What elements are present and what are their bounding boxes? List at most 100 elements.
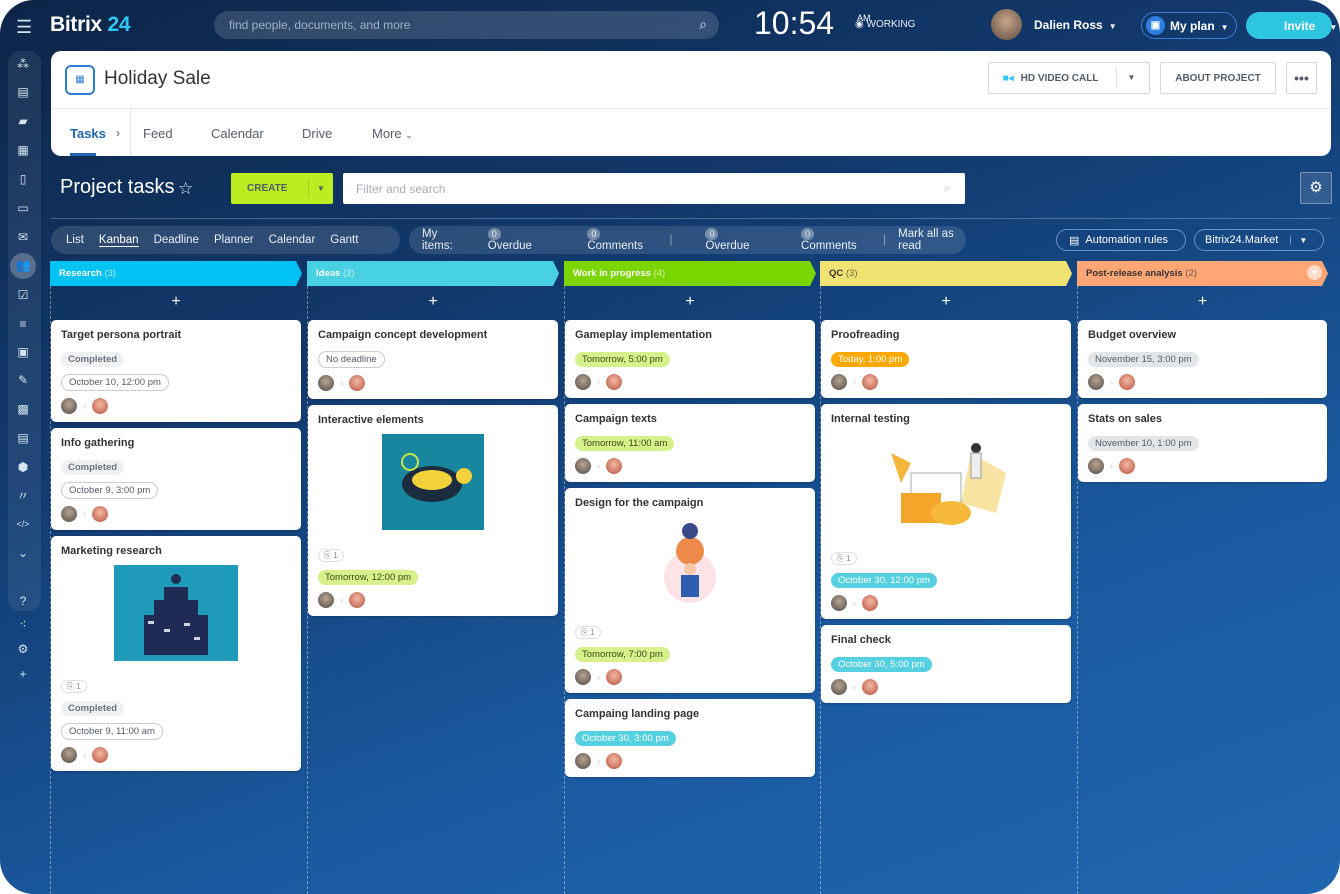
deadline-badge[interactable]: Tomorrow, 5:00 pm bbox=[575, 352, 670, 367]
tasks-icon[interactable]: ☑ bbox=[17, 288, 29, 302]
deadline-badge[interactable]: October 9, 11:00 am bbox=[61, 723, 163, 740]
flow-icon[interactable]: ⁂ bbox=[17, 57, 29, 71]
deadline-badge[interactable]: Tomorrow, 7:00 pm bbox=[575, 647, 670, 662]
add-task-icon[interactable]: + bbox=[1197, 293, 1208, 310]
creator-avatar[interactable] bbox=[318, 375, 334, 391]
user-avatar[interactable] bbox=[991, 9, 1022, 40]
more-icon[interactable]: ⌄ bbox=[17, 546, 29, 560]
creator-avatar[interactable] bbox=[575, 669, 591, 685]
responsible-avatar[interactable] bbox=[92, 506, 108, 522]
task-card[interactable]: Campaing landing page October 30, 3:00 pm… bbox=[565, 699, 815, 777]
filter-search-input[interactable]: Filter and search ⌕ bbox=[343, 173, 965, 204]
responsible-avatar[interactable] bbox=[1119, 458, 1135, 474]
comments-counter[interactable]: 0Comments bbox=[572, 228, 657, 252]
task-card[interactable]: Target persona portrait Completed October … bbox=[51, 320, 301, 422]
responsible-avatar[interactable] bbox=[1119, 374, 1135, 390]
view-list[interactable]: List bbox=[66, 234, 84, 246]
creator-avatar[interactable] bbox=[831, 374, 847, 390]
task-title[interactable]: Proofreading bbox=[831, 329, 900, 341]
task-title[interactable]: Budget overview bbox=[1088, 329, 1177, 341]
responsible-avatar[interactable] bbox=[92, 747, 108, 763]
task-title[interactable]: Internal testing bbox=[831, 413, 910, 425]
responsible-avatar[interactable] bbox=[606, 458, 622, 474]
task-card[interactable]: Gameplay implementation Tomorrow, 5:00 pm… bbox=[565, 320, 815, 398]
my-plan-button[interactable]: ▣ My plan ▼ bbox=[1141, 12, 1237, 39]
task-card[interactable]: Campaign concept development No deadline › bbox=[308, 320, 558, 399]
column-header-qc[interactable]: QC (3) bbox=[820, 261, 1072, 286]
contacts-icon[interactable]: ▩ bbox=[17, 402, 29, 416]
sites-icon[interactable]: ▣ bbox=[17, 345, 29, 359]
mark-all-read-link[interactable]: Mark all as read bbox=[898, 228, 954, 252]
deadline-badge[interactable]: November 10, 1:00 pm bbox=[1088, 436, 1199, 451]
drive-icon[interactable]: ▭ bbox=[17, 201, 29, 215]
overdue-counter[interactable]: 0Overdue bbox=[473, 228, 549, 252]
creator-avatar[interactable] bbox=[575, 753, 591, 769]
store-icon[interactable]: ⬢ bbox=[17, 460, 29, 474]
attachment-count[interactable]: ⎘ 1 bbox=[61, 680, 87, 693]
task-card[interactable]: Proofreading Today, 1:00 pm › bbox=[821, 320, 1071, 398]
task-title[interactable]: Target persona portrait bbox=[61, 329, 182, 341]
logo[interactable]: Bitrix 24 bbox=[50, 13, 131, 37]
view-gantt[interactable]: Gantt bbox=[330, 234, 359, 246]
view-kanban[interactable]: Kanban bbox=[98, 233, 139, 247]
groups-icon[interactable]: 👥 bbox=[10, 253, 36, 279]
creator-avatar[interactable] bbox=[575, 458, 591, 474]
deadline-badge[interactable]: October 30, 3:00 pm bbox=[575, 731, 676, 746]
crm-filter-icon[interactable]: ≡ bbox=[19, 317, 27, 331]
chat-icon[interactable]: ▰ bbox=[18, 114, 28, 128]
deadline-badge[interactable]: October 30, 12:00 pm bbox=[831, 573, 937, 588]
menu-icon[interactable]: ☰ bbox=[16, 17, 33, 37]
task-card[interactable]: Design for the campaign ⎘ 1 Tomorrow, 7:00… bbox=[565, 488, 815, 693]
overdue-counter[interactable]: 0Overdue bbox=[690, 228, 766, 252]
user-menu[interactable]: Dalien Ross ▼ bbox=[1034, 18, 1117, 32]
task-title[interactable]: Campaign texts bbox=[575, 413, 657, 425]
global-search-input[interactable]: find people, documents, and more ⌕ bbox=[214, 11, 719, 39]
deadline-badge[interactable]: No deadline bbox=[318, 351, 385, 368]
add-task-icon[interactable]: + bbox=[171, 293, 181, 310]
responsible-avatar[interactable] bbox=[862, 595, 878, 611]
add-task-icon[interactable]: + bbox=[685, 293, 695, 310]
search-icon[interactable]: ⌕ bbox=[943, 180, 951, 195]
creator-avatar[interactable] bbox=[1088, 374, 1104, 390]
creator-avatar[interactable] bbox=[831, 679, 847, 695]
tab-more[interactable]: More ⌄ bbox=[372, 126, 413, 141]
tab-feed[interactable]: Feed bbox=[143, 126, 173, 141]
tab-calendar[interactable]: Calendar bbox=[211, 126, 264, 141]
about-project-button[interactable]: ABOUT PROJECT bbox=[1160, 62, 1276, 94]
responsible-avatar[interactable] bbox=[606, 374, 622, 390]
deadline-badge[interactable]: October 10, 12:00 pm bbox=[61, 374, 169, 391]
add-task-icon[interactable]: + bbox=[428, 293, 438, 310]
settings-gear-icon[interactable]: ⚙ bbox=[1300, 172, 1332, 204]
task-card[interactable]: Internal testing ⎘ 1 October 30, 12:00 pm › bbox=[821, 404, 1071, 619]
column-header-post-release-analysis[interactable]: Post-release analysis (2) + bbox=[1077, 261, 1328, 286]
add-column-icon[interactable]: + bbox=[1307, 265, 1322, 280]
task-title[interactable]: Campaing landing page bbox=[575, 708, 700, 720]
task-card[interactable]: Campaign texts Tomorrow, 11:00 am › bbox=[565, 404, 815, 482]
settings-icon[interactable]: ⚙ bbox=[17, 642, 29, 656]
chevron-down-icon[interactable]: ▼ bbox=[308, 179, 333, 198]
automation-rules-button[interactable]: ▤ Automation rules bbox=[1056, 229, 1186, 251]
attachment-count[interactable]: ⎘ 1 bbox=[318, 549, 344, 562]
responsible-avatar[interactable] bbox=[349, 375, 365, 391]
more-options-icon[interactable]: ••• bbox=[1286, 62, 1317, 94]
create-button[interactable]: CREATE ▼ bbox=[231, 173, 333, 204]
attachment-count[interactable]: ⎘ 1 bbox=[575, 626, 601, 639]
deadline-badge[interactable]: October 30, 5:00 pm bbox=[831, 657, 932, 672]
attachment-count[interactable]: ⎘ 1 bbox=[831, 552, 857, 565]
chevron-down-icon[interactable]: ▼ bbox=[1290, 235, 1307, 245]
task-title[interactable]: Stats on sales bbox=[1088, 413, 1162, 425]
market-button[interactable]: Bitrix24.Market ▼ bbox=[1194, 229, 1324, 251]
developer-icon[interactable]: </> bbox=[16, 519, 30, 529]
creator-avatar[interactable] bbox=[575, 374, 591, 390]
calendar-icon[interactable]: ▦ bbox=[17, 143, 29, 157]
deadline-badge[interactable]: October 9, 3:00 pm bbox=[61, 482, 159, 499]
news-icon[interactable]: ▤ bbox=[17, 85, 29, 99]
task-card[interactable]: Final check October 30, 5:00 pm › bbox=[821, 625, 1071, 703]
deadline-badge[interactable]: Today, 1:00 pm bbox=[831, 352, 910, 367]
tab-tasks[interactable]: Tasks bbox=[70, 126, 106, 141]
search-icon[interactable]: ⌕ bbox=[699, 16, 707, 32]
column-header-research[interactable]: Research (3) bbox=[50, 261, 302, 286]
responsible-avatar[interactable] bbox=[606, 669, 622, 685]
responsible-avatar[interactable] bbox=[92, 398, 108, 414]
mail-icon[interactable]: ✉ bbox=[17, 230, 29, 244]
